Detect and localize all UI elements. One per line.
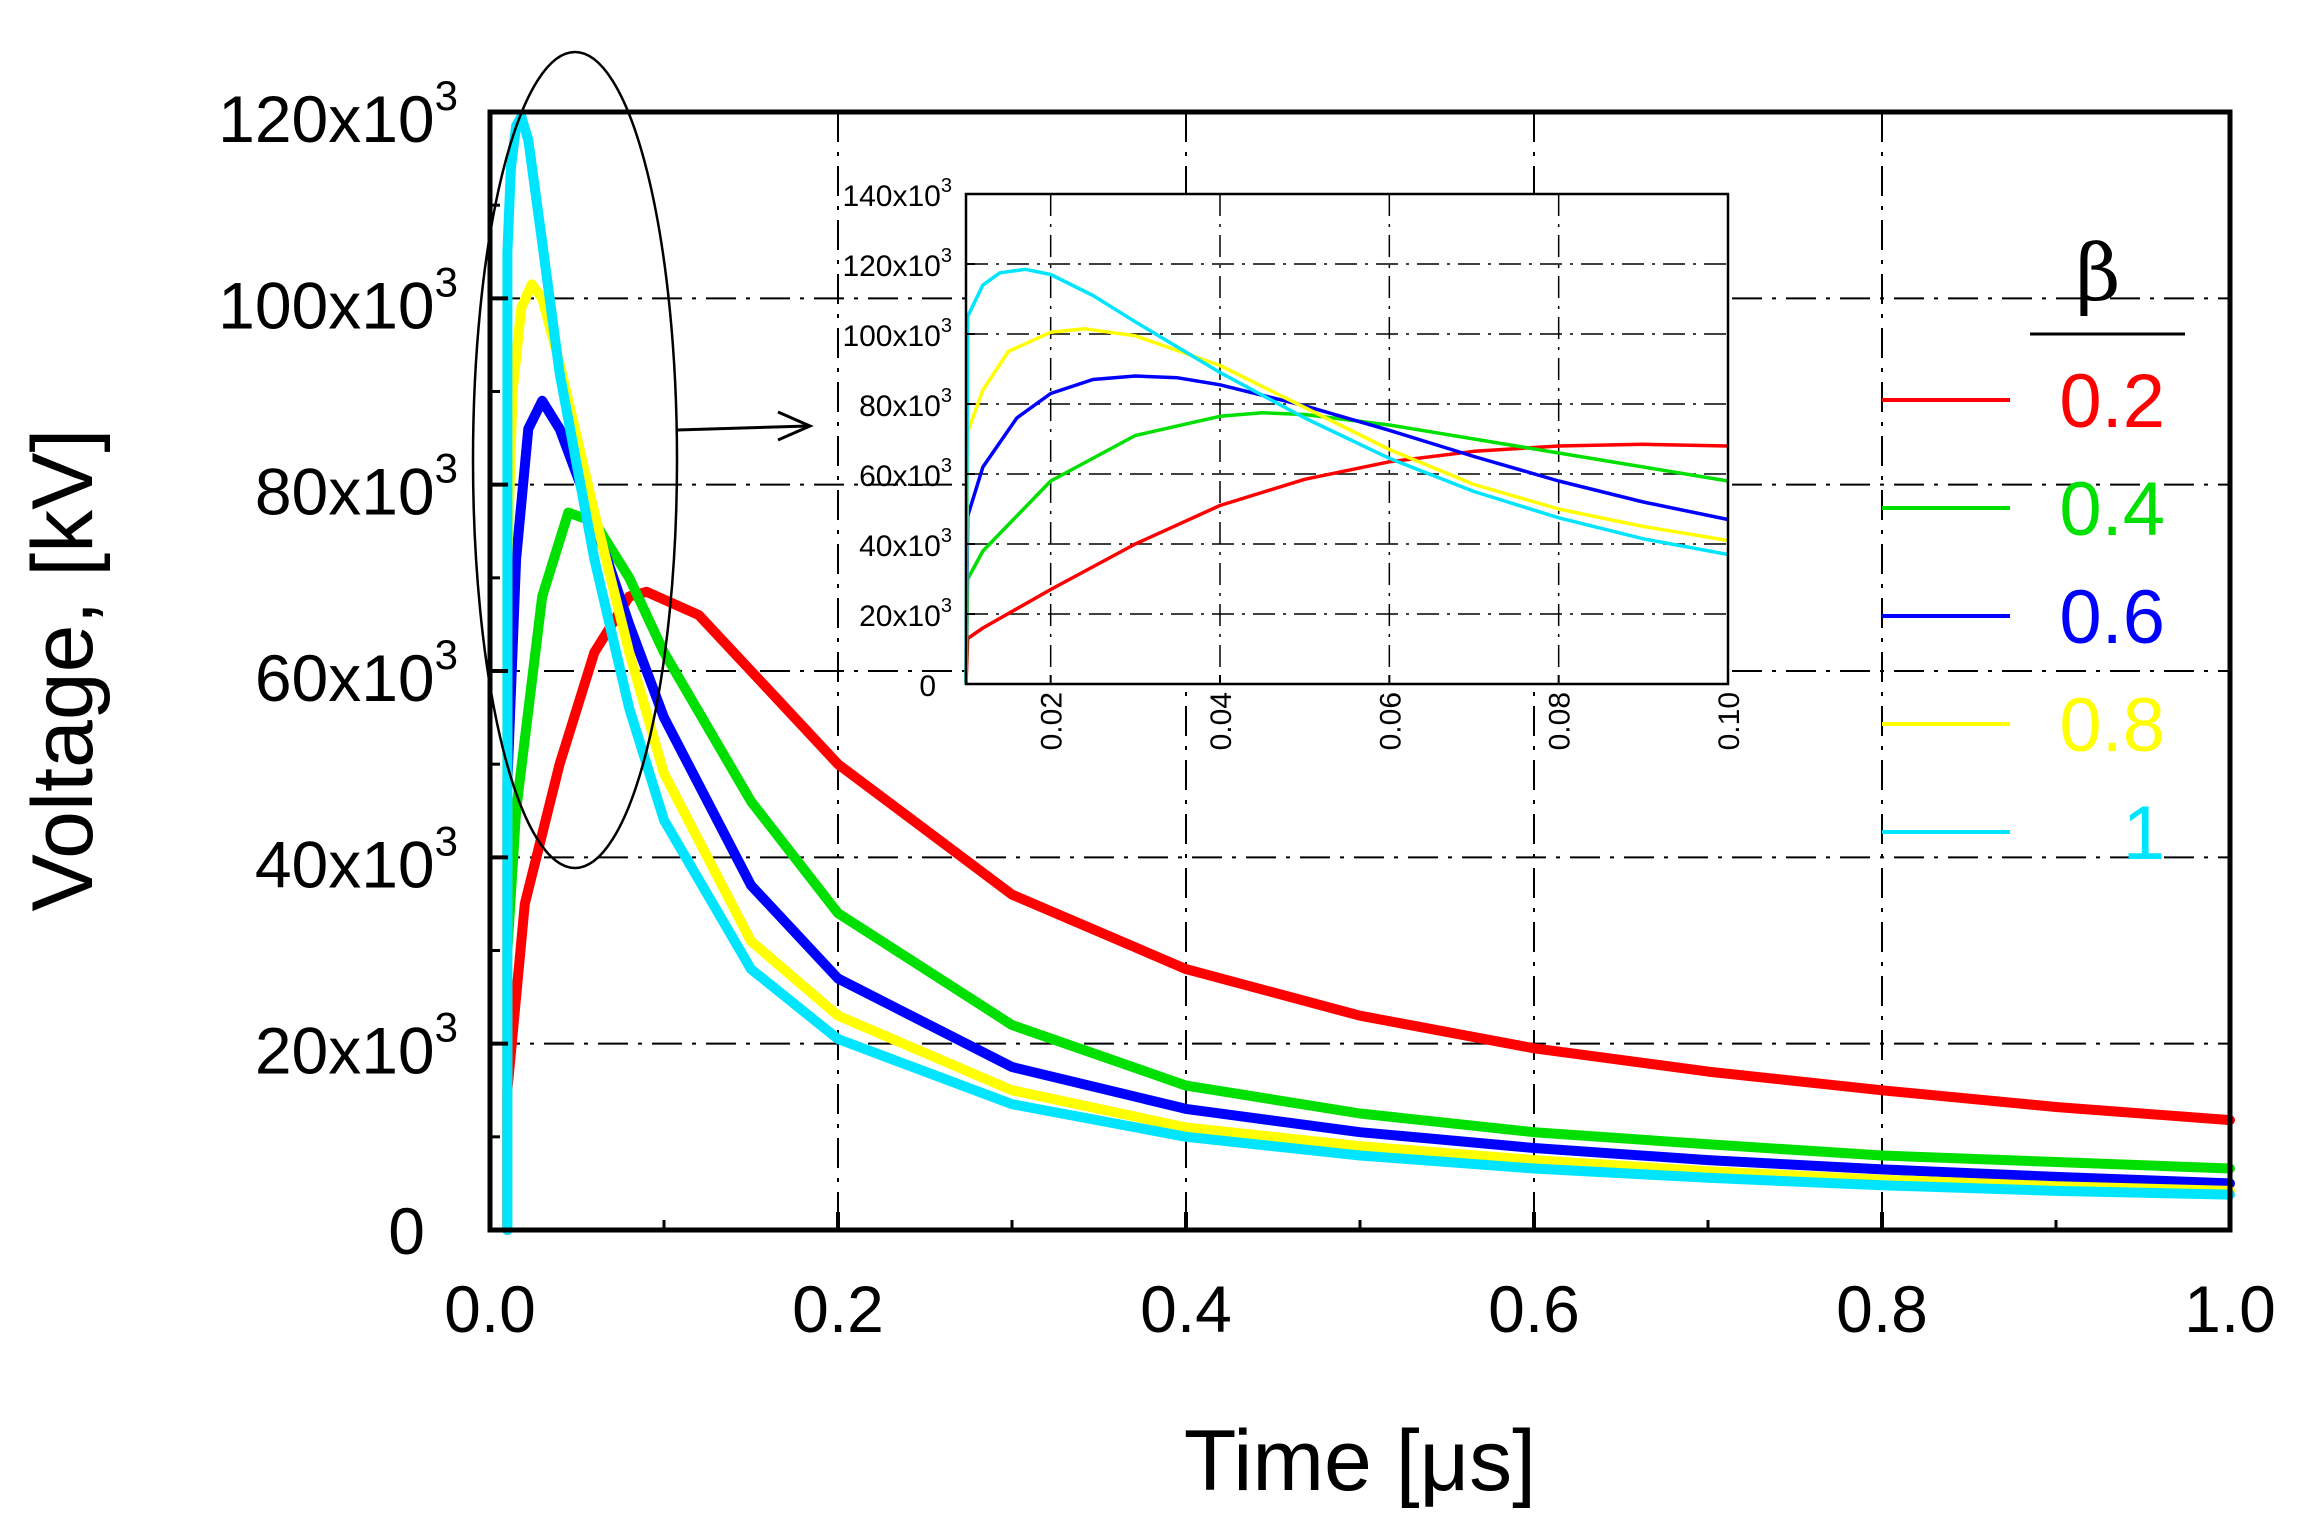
main-x-tick-label: 0.8 — [1836, 1272, 1928, 1346]
inset-series-line-beta-0.4 — [964, 411, 1729, 685]
main-y-tick-mantissa: 100x10 — [218, 268, 435, 342]
inset-y-tick-label: 0 — [919, 670, 936, 703]
x-axis-title: Time [μs] — [1184, 1413, 1536, 1509]
inset-y-tick-label: 120x103 — [842, 245, 952, 283]
inset-y-tick-mantissa: 140x10 — [842, 180, 940, 213]
inset-y-tick-label: 80x103 — [859, 385, 952, 423]
inset-y-tick-mantissa: 100x10 — [842, 320, 940, 353]
zoom-region-ellipse — [471, 50, 679, 870]
inset-y-tick-exponent: 3 — [941, 315, 952, 337]
inset-series-line-beta-0.2 — [964, 442, 1729, 685]
inset-x-tick-label: 0.02 — [1036, 692, 1069, 750]
inset-x-tick-label: 0.08 — [1544, 692, 1577, 750]
main-y-tick-label: 20x103 — [255, 1004, 458, 1088]
legend-label-beta-0.8: 0.8 — [2059, 683, 2165, 768]
inset-y-tick-label: 20x103 — [859, 595, 952, 633]
inset-y-tick-mantissa: 80x10 — [859, 390, 941, 423]
main-y-tick-exponent: 3 — [435, 631, 458, 678]
inset-y-tick-mantissa: 0 — [919, 670, 936, 703]
inset-y-tick-mantissa: 20x10 — [859, 600, 941, 633]
inset-y-tick-exponent: 3 — [941, 245, 952, 267]
main-y-tick-label: 0 — [388, 1194, 425, 1268]
main-axis-ticks — [488, 110, 2232, 1232]
inset-y-tick-label: 100x103 — [842, 315, 952, 353]
main-y-tick-label: 80x103 — [255, 445, 458, 529]
inset-y-tick-exponent: 3 — [941, 385, 952, 407]
zoom-arrow-head — [777, 410, 814, 442]
inset-y-tick-mantissa: 60x10 — [859, 460, 941, 493]
legend-label-beta-0.6: 0.6 — [2059, 575, 2165, 660]
inset-series-line-beta-1 — [964, 267, 1729, 685]
inset-y-tick-exponent: 3 — [941, 455, 952, 477]
inset-y-tick-labels: 020x10340x10360x10380x103100x103120x1031… — [842, 175, 952, 703]
inset-x-tick-label: 0.06 — [1374, 692, 1407, 750]
main-series-line-beta-0.2 — [502, 586, 2235, 1235]
inset-plot-frame — [964, 192, 1730, 686]
main-y-tick-mantissa: 40x10 — [255, 827, 435, 901]
y-axis-title: Voltage, [kV] — [15, 429, 111, 912]
main-y-tick-mantissa: 0 — [388, 1194, 425, 1268]
legend-label-beta-0.4: 0.4 — [2059, 467, 2165, 552]
inset-y-tick-exponent: 3 — [941, 595, 952, 617]
inset-series-group — [964, 267, 1729, 685]
legend-label-beta-1: 1 — [2123, 791, 2165, 876]
main-y-tick-exponent: 3 — [435, 1004, 458, 1051]
main-y-tick-mantissa: 60x10 — [255, 641, 435, 715]
main-y-tick-mantissa: 80x10 — [255, 455, 435, 529]
zoom-arrow-line — [676, 424, 809, 432]
main-y-tick-label: 100x103 — [218, 258, 458, 342]
legend-title: β — [2075, 229, 2120, 319]
legend: β 0.2 0.4 0.6 0.8 1 — [1882, 229, 2185, 876]
main-y-tick-label: 40x103 — [255, 817, 458, 901]
main-y-tick-label: 120x103 — [218, 72, 458, 156]
inset-series-line-beta-0.6 — [964, 374, 1729, 685]
inset-series-line-beta-0.8 — [964, 327, 1729, 685]
inset-y-tick-mantissa: 40x10 — [859, 530, 941, 563]
main-x-tick-label: 0.2 — [792, 1272, 884, 1346]
main-series-line-beta-0.4 — [502, 507, 2235, 1235]
main-y-tick-label: 60x103 — [255, 631, 458, 715]
main-series-line-beta-0.8 — [502, 279, 2235, 1235]
legend-label-beta-0.2: 0.2 — [2059, 359, 2165, 444]
main-y-tick-exponent: 3 — [435, 72, 458, 119]
main-y-tick-exponent: 3 — [435, 817, 458, 864]
inset-y-tick-exponent: 3 — [941, 525, 952, 547]
inset-x-tick-label: 0.04 — [1205, 692, 1238, 750]
main-y-tick-exponent: 3 — [435, 258, 458, 305]
main-x-tick-label: 1.0 — [2184, 1272, 2276, 1346]
legend-entries: 0.2 0.4 0.6 0.8 1 — [1882, 359, 2165, 876]
inset-y-tick-label: 60x103 — [859, 455, 952, 493]
main-x-tick-label: 0.6 — [1488, 1272, 1580, 1346]
inset-y-tick-label: 40x103 — [859, 525, 952, 563]
main-y-tick-exponent: 3 — [435, 445, 458, 492]
main-y-tick-mantissa: 120x10 — [218, 82, 435, 156]
inset-y-tick-label: 140x103 — [842, 175, 952, 213]
inset-x-tick-label: 0.10 — [1713, 692, 1746, 750]
inset-gridlines — [966, 194, 1728, 684]
main-x-tick-labels: 0.0 0.2 0.4 0.6 0.8 1.0 — [444, 1272, 2276, 1346]
inset-axis-ticks — [966, 193, 1729, 685]
main-x-tick-label: 0.4 — [1140, 1272, 1232, 1346]
inset-y-tick-exponent: 3 — [941, 175, 952, 197]
inset-x-tick-labels: 0.02 0.04 0.06 0.08 0.10 — [1036, 692, 1746, 750]
main-series-line-beta-0.6 — [502, 395, 2235, 1235]
main-y-tick-mantissa: 20x10 — [255, 1014, 435, 1088]
main-x-tick-label: 0.0 — [444, 1272, 536, 1346]
inset-y-tick-mantissa: 120x10 — [842, 250, 940, 283]
